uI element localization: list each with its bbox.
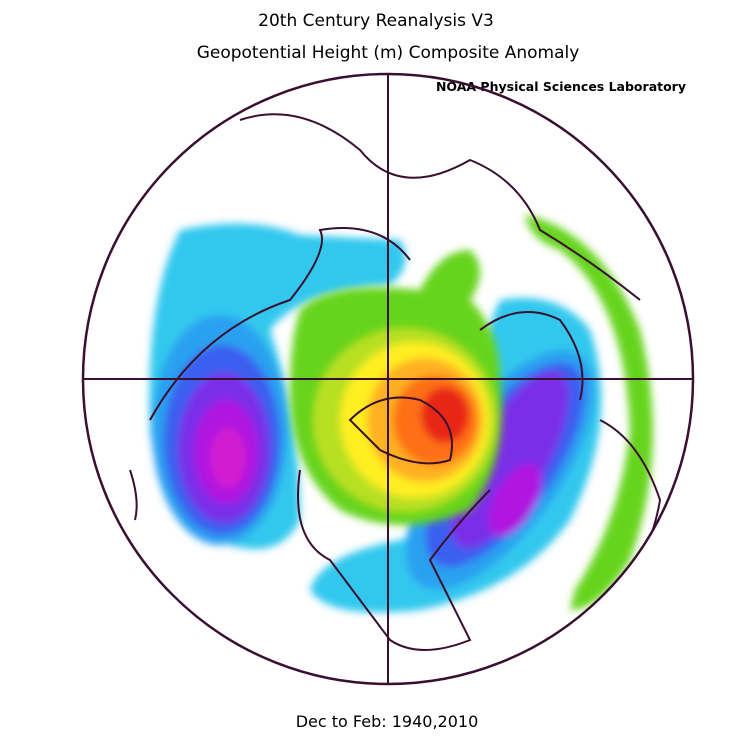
period: Dec to Feb: 1940,2010 [296, 712, 479, 731]
subtitle: Geopotential Height (m) Composite Anomal… [197, 43, 580, 63]
eurasia-high [525, 215, 653, 610]
arctic-high [290, 250, 502, 525]
pacific-low [149, 223, 406, 550]
title: 20th Century Reanalysis V3 [258, 11, 494, 31]
credit: NOAA Physical Sciences Laboratory [436, 79, 686, 94]
coastlines [129, 113, 662, 651]
anomaly-field [129, 113, 662, 651]
